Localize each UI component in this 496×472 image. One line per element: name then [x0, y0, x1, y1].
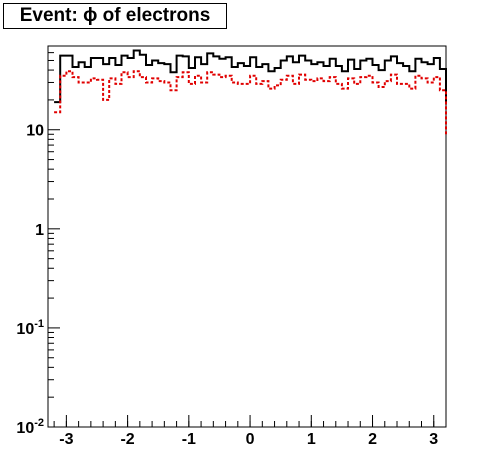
- x-tick-label: -2: [120, 431, 134, 448]
- x-tick-label: -3: [59, 431, 73, 448]
- x-tick-label: 2: [368, 431, 377, 448]
- y-tick-label: 10: [26, 123, 44, 140]
- x-tick-label: 0: [246, 431, 255, 448]
- y-tick-label: 10-1: [16, 318, 44, 338]
- chart-title: Event: ϕ of electrons: [3, 3, 227, 29]
- x-axis: -3 -2 -1 0 1 2 3: [53, 415, 438, 448]
- chart-title-text: Event: ϕ of electrons: [19, 5, 211, 26]
- x-tick-label: 1: [307, 431, 316, 448]
- y-axis: 10-2 10-1 1 10: [16, 45, 60, 437]
- y-tick-label: 10-2: [16, 417, 44, 437]
- x-tick-label: -1: [182, 431, 196, 448]
- series-layer: [54, 49, 447, 135]
- series-1-line: [54, 49, 447, 105]
- series-2-line: [54, 70, 447, 135]
- y-tick-label: 1: [35, 222, 44, 239]
- x-tick-label: 3: [429, 431, 438, 448]
- plot-frame: [47, 45, 447, 428]
